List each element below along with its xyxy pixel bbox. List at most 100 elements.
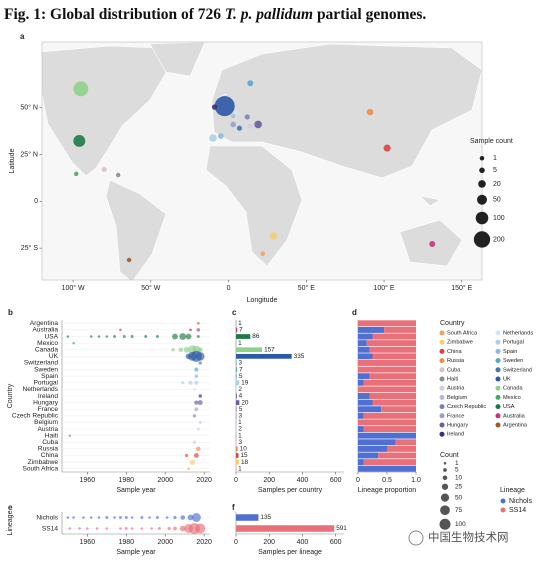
bar-label: 3 xyxy=(238,413,242,420)
y-tick-label: Switzerland xyxy=(24,360,58,367)
sample-dot xyxy=(105,516,109,519)
sample-dot xyxy=(155,516,159,519)
size-legend-label: 50 xyxy=(493,197,501,204)
country-legend-label: USA xyxy=(503,404,515,410)
y-tick-label: Ireland xyxy=(38,393,58,400)
sample-dot xyxy=(183,346,190,353)
x-tick-label: 1960 xyxy=(80,477,96,484)
bar-label: 335 xyxy=(294,353,305,360)
axis-frame xyxy=(61,320,210,473)
x-tick-label: 600 xyxy=(330,477,342,484)
country-legend-dot xyxy=(439,367,445,373)
country-legend-label: Netherlands xyxy=(503,330,533,336)
country-bubble xyxy=(73,171,79,177)
bar-label: 1 xyxy=(238,320,242,327)
sample-dot xyxy=(185,333,192,340)
sample-dot xyxy=(178,347,184,353)
bar xyxy=(236,459,239,465)
lineage-segment xyxy=(384,326,416,333)
bar-label: 7 xyxy=(239,366,243,373)
lineage-segment xyxy=(358,346,370,353)
sample-dot xyxy=(194,380,199,385)
lineage-segment xyxy=(369,393,416,399)
sample-dot xyxy=(124,516,128,519)
lineage-segment xyxy=(372,353,416,360)
y-tick-label: Zimbabwe xyxy=(28,459,59,466)
x-tick-label: 0 xyxy=(227,285,231,292)
bar-label: 86 xyxy=(252,333,260,340)
lineage-segment xyxy=(372,333,416,340)
size-legend-label: 1 xyxy=(493,155,497,162)
panel-letter: d xyxy=(352,308,357,317)
sample-dot xyxy=(179,525,186,532)
country-legend-label: France xyxy=(447,413,464,419)
sample-dot xyxy=(196,446,201,452)
country-legend-dot xyxy=(439,358,445,364)
y-axis-label: Lineage xyxy=(7,510,14,535)
size-legend-dot xyxy=(475,211,489,225)
watermark: 中国生物技术网 xyxy=(428,530,509,544)
country-legend-label: South Africa xyxy=(447,330,478,336)
country-bubble xyxy=(429,241,436,248)
sample-dot xyxy=(173,515,177,520)
panel-letter: b xyxy=(8,308,13,317)
sample-dot xyxy=(130,516,134,519)
x-tick-label: 2000 xyxy=(157,539,173,546)
bar xyxy=(236,367,238,372)
y-tick-label: Spain xyxy=(41,373,58,380)
country-legend-dot xyxy=(439,339,445,345)
count-legend-dot xyxy=(442,475,448,481)
y-tick-label: France xyxy=(37,406,58,413)
size-legend-label: 5 xyxy=(493,167,497,174)
sample-dot xyxy=(195,352,205,361)
x-tick-label: 600 xyxy=(330,539,342,546)
sample-dot xyxy=(189,328,192,332)
country-legend-dot xyxy=(495,413,501,419)
count-legend-dot xyxy=(443,462,447,465)
lineage-segment xyxy=(387,445,416,452)
lineage-segment xyxy=(363,426,416,433)
country-legend-label: UK xyxy=(503,376,511,382)
bar-label: 1 xyxy=(238,340,242,347)
count-legend-title: Count xyxy=(440,452,459,459)
title-suffix: partial genomes. xyxy=(313,6,426,23)
sample-dot xyxy=(130,527,134,530)
sample-dot xyxy=(198,394,203,398)
country-legend-label: Austria xyxy=(447,386,465,392)
count-legend-dot xyxy=(440,505,450,516)
sample-dot xyxy=(198,361,202,365)
sample-dot xyxy=(72,516,75,519)
lineage-segment xyxy=(358,320,416,327)
y-tick-label: Belgium xyxy=(34,419,58,426)
size-legend-label: 200 xyxy=(493,236,505,243)
country-bubble xyxy=(260,251,266,257)
y-tick-label: USA xyxy=(44,333,58,340)
sample-dot xyxy=(193,453,199,458)
size-legend-dot xyxy=(477,194,487,205)
country-bubble xyxy=(101,166,107,173)
country-legend-label: Switzerland xyxy=(503,367,532,373)
country-legend-label: Mexico xyxy=(503,395,521,401)
lineage-segment xyxy=(358,353,373,360)
bar-label: 2 xyxy=(238,386,242,393)
bar-label: 135 xyxy=(260,514,271,521)
y-tick-label: 25° N xyxy=(20,150,38,158)
sample-dot xyxy=(172,333,178,340)
size-legend-dot xyxy=(478,180,486,188)
country-legend-dot xyxy=(439,330,445,336)
sample-dot xyxy=(113,516,116,519)
bar xyxy=(236,400,240,405)
sample-dot xyxy=(157,527,161,530)
lineage-segment xyxy=(358,465,416,472)
x-tick-label: 1960 xyxy=(80,539,96,546)
y-tick-label: Czech Republic xyxy=(12,413,59,420)
sample-dot xyxy=(187,467,190,470)
count-legend-label: 50 xyxy=(455,494,463,501)
lineage-segment xyxy=(363,459,416,466)
y-tick-label: Australia xyxy=(32,327,58,334)
sample-dot xyxy=(191,513,201,522)
lineage-segment xyxy=(358,452,379,459)
y-tick-label: Nichols xyxy=(36,514,58,521)
lineage-segment xyxy=(358,459,364,466)
sample-dot xyxy=(197,400,203,406)
